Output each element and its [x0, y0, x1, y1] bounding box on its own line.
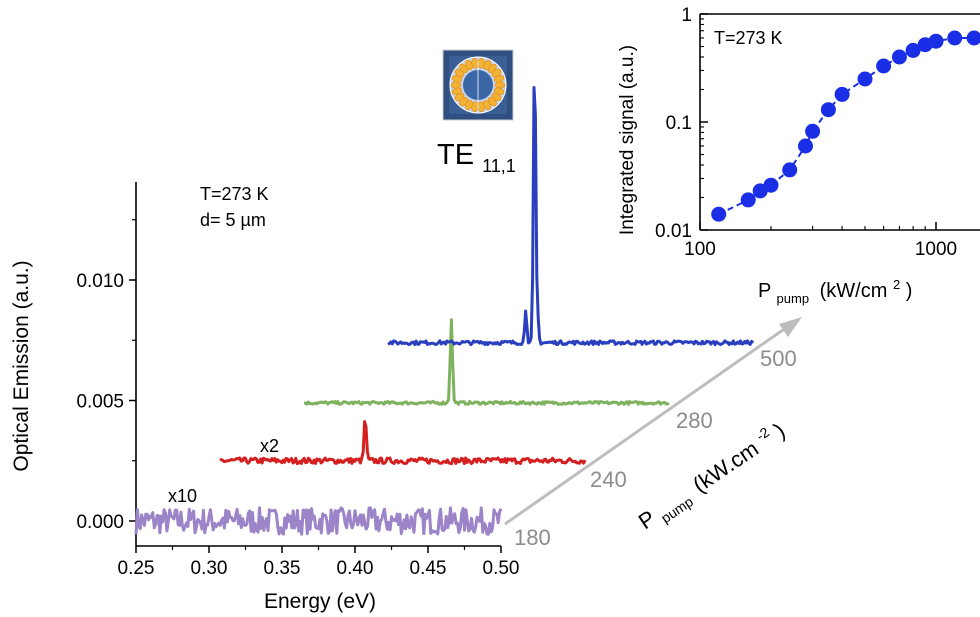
emission-trace-280 [303, 318, 670, 406]
main-x-ticks: 0.25 0.30 0.35 0.40 0.45 0.50 [118, 546, 520, 579]
main-y-tick-label: 0.000 [76, 512, 124, 533]
inset-y-ticks: 0.01 0.1 1 [655, 5, 708, 242]
emission-trace-500 [387, 86, 755, 347]
pump-axis-arrow-line [504, 323, 791, 526]
main-x-tick-label: 0.40 [337, 558, 374, 579]
main-x-tick-label: 0.30 [191, 558, 228, 579]
main-y-tick-label: 0.005 [76, 392, 124, 413]
inset-y-tick-label: 0.1 [666, 113, 692, 134]
inset-data-point [834, 86, 850, 102]
inset-x-axis-label-close: ) [906, 280, 913, 302]
inset-data-point [857, 71, 873, 87]
inset-y-tick-label: 0.01 [655, 221, 692, 242]
main-plot: 0.25 0.30 0.35 0.40 0.45 0.50 0.0000.0050.010… [10, 49, 802, 613]
inset-data-point [947, 30, 963, 46]
inset-x-axis-label-exp: 2 [893, 277, 900, 292]
inset-data-point [891, 49, 907, 65]
inset-data-point [876, 58, 892, 74]
inset-x-axis-label-units: (kW/cm [820, 280, 888, 302]
pump-value-labels: 180 240 280 500 [514, 346, 797, 550]
inset-data-point [763, 177, 779, 193]
pump-axis-label-exp: -2 [753, 424, 772, 444]
inset-data-point [820, 102, 836, 118]
pump-label-280: 280 [676, 408, 713, 433]
inset-data-points [711, 30, 980, 222]
pump-label-180: 180 [514, 525, 551, 550]
main-temperature-annotation: T=273 K [200, 184, 269, 204]
scale-x2-label: x2 [260, 436, 279, 456]
inset-data-point [711, 206, 727, 222]
inset-plot: 100 1000 0.01 0.1 1 T=273 K Integrated sign… [617, 5, 980, 308]
pump-axis-label-main: P [634, 505, 660, 534]
inset-data-point [805, 123, 821, 139]
mode-image [442, 49, 514, 121]
pump-label-500: 500 [760, 346, 797, 371]
inset-y-axis-label: Integrated signal (a.u.) [617, 45, 638, 235]
mode-lobe [450, 81, 462, 89]
mode-image-lobes [450, 57, 506, 113]
inset-x-axis-label: P pump (kW/cm 2 ) [758, 272, 912, 308]
inset-x-ticks: 100 1000 [684, 222, 957, 260]
main-x-tick-label: 0.25 [118, 558, 155, 579]
main-y-axis-label: Optical Emission (a.u.) [10, 260, 33, 471]
pump-axis-label-close: ) [769, 418, 789, 443]
emission-trace-240 [219, 420, 587, 466]
mode-label: TE 11,1 [437, 139, 516, 176]
pump-axis-label-units: (kW.cm [688, 436, 763, 498]
inset-data-point [928, 33, 944, 49]
main-y-ticks: 0.000 0.005 0.010 [76, 219, 136, 533]
main-x-tick-label: 0.50 [483, 558, 520, 579]
pump-axis-label-sub: pump [658, 493, 696, 526]
inset-y-tick-label: 1 [681, 5, 692, 26]
inset-data-point [798, 138, 813, 154]
mode-label-sub: 11,1 [482, 156, 516, 176]
main-x-tick-label: 0.35 [264, 558, 301, 579]
inset-data-point [740, 192, 756, 208]
emission-traces [134, 86, 755, 536]
inset-data-point [905, 42, 921, 58]
main-diameter-annotation: d= 5 µm [200, 210, 266, 230]
mode-label-main: TE [437, 139, 474, 171]
mode-lobe [493, 75, 505, 83]
main-x-axis-label: Energy (eV) [264, 590, 376, 613]
inset-x-tick-label: 100 [684, 239, 716, 260]
main-y-tick-label: 0.010 [76, 271, 124, 292]
inset-x-axis-label-main: P [758, 280, 771, 302]
pump-label-240: 240 [590, 467, 627, 492]
mode-lobe [494, 81, 506, 89]
main-x-tick-label: 0.45 [410, 558, 447, 579]
inset-data-point [782, 162, 798, 178]
pump-axis-arrowhead [779, 317, 802, 337]
inset-temperature-annotation: T=273 K [714, 28, 783, 48]
inset-data-point [966, 30, 980, 46]
inset-x-tick-label: 1000 [915, 239, 957, 260]
scale-x10-label: x10 [168, 486, 197, 506]
emission-trace-180 [134, 506, 503, 536]
inset-x-axis-label-sub: pump [777, 291, 810, 306]
